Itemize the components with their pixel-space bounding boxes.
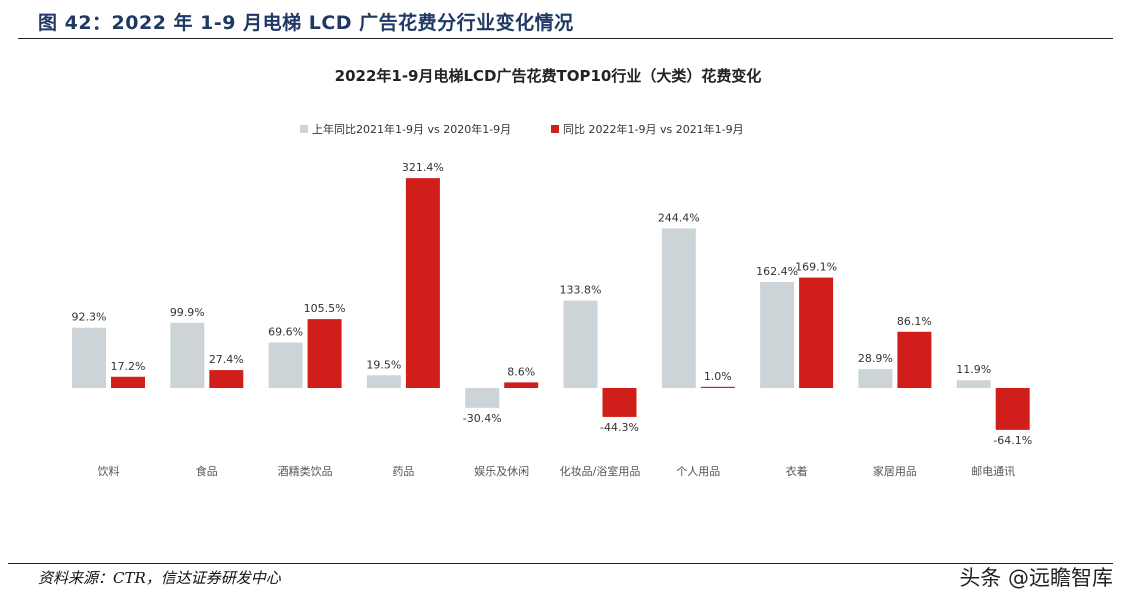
category-label-6: 个人用品 bbox=[676, 465, 720, 478]
bar-chart: 2022年1-9月电梯LCD广告花费TOP10行业（大类）花费变化 上年同比20… bbox=[72, 67, 1033, 478]
data-label-prev-year-6: 244.4% bbox=[658, 211, 700, 224]
data-label-prev-year-0: 92.3% bbox=[72, 311, 107, 324]
legend-swatch-prev-year bbox=[300, 125, 308, 133]
bar-prev-year-4 bbox=[465, 388, 500, 408]
bar-prev-year-1 bbox=[170, 322, 205, 388]
data-labels-group: 92.3% 17.2% 99.9% 27.4% 69.6%105.5% 19.5% 321.… bbox=[72, 161, 1033, 447]
data-label-this-year-2: 105.5% bbox=[304, 302, 346, 315]
bar-prev-year-0 bbox=[72, 327, 106, 388]
category-label-0: 饮料 bbox=[98, 464, 120, 478]
bar-this-year-2 bbox=[307, 319, 342, 388]
data-label-prev-year-1: 99.9% bbox=[170, 306, 205, 319]
data-label-prev-year-4: -30.4% bbox=[463, 412, 502, 425]
bar-this-year-4 bbox=[504, 382, 539, 388]
data-label-prev-year-3: 19.5% bbox=[366, 358, 401, 371]
data-label-prev-year-2: 69.6% bbox=[268, 326, 303, 339]
category-labels-group: 饮料 食品 酒精类饮品 药品 娱乐及休闲 化妆品/浴室用品 个人用品 衣着 家居用品 邮电通讯 bbox=[98, 464, 1016, 478]
bar-this-year-8 bbox=[897, 331, 932, 388]
bar-prev-year-9 bbox=[956, 380, 991, 388]
bar-this-year-6 bbox=[700, 386, 735, 388]
data-label-this-year-5: -44.3% bbox=[600, 421, 639, 434]
source-note: 资料来源：CTR，信达证券研发中心 bbox=[38, 569, 281, 587]
bar-this-year-1 bbox=[209, 370, 244, 388]
data-label-prev-year-9: 11.9% bbox=[956, 363, 991, 376]
category-label-8: 家居用品 bbox=[873, 464, 917, 478]
bar-this-year-9 bbox=[995, 388, 1030, 430]
bar-prev-year-5 bbox=[563, 300, 598, 388]
data-label-this-year-9: -64.1% bbox=[993, 434, 1032, 447]
category-label-5: 化妆品/浴室用品 bbox=[560, 464, 641, 478]
legend-swatch-this-year bbox=[551, 125, 559, 133]
bar-this-year-0 bbox=[111, 376, 145, 388]
bar-this-year-7 bbox=[799, 277, 834, 388]
category-label-1: 食品 bbox=[196, 464, 218, 478]
bar-prev-year-3 bbox=[366, 375, 401, 388]
bar-this-year-3 bbox=[405, 178, 440, 388]
category-label-7: 衣着 bbox=[786, 464, 808, 478]
bottom-divider bbox=[8, 563, 1113, 564]
data-label-this-year-7: 169.1% bbox=[795, 261, 837, 274]
bar-this-year-5 bbox=[602, 388, 637, 417]
bar-prev-year-6 bbox=[661, 228, 696, 388]
data-label-prev-year-8: 28.9% bbox=[858, 352, 893, 365]
category-label-2: 酒精类饮品 bbox=[278, 464, 333, 478]
figure-title: 图 42：2022 年 1-9 月电梯 LCD 广告花费分行业变化情况 bbox=[38, 12, 574, 34]
bars-group bbox=[72, 178, 1030, 430]
data-label-this-year-4: 8.6% bbox=[507, 365, 535, 378]
data-label-this-year-8: 86.1% bbox=[897, 315, 932, 328]
chart-title: 2022年1-9月电梯LCD广告花费TOP10行业（大类）花费变化 bbox=[335, 67, 762, 85]
data-label-this-year-6: 1.0% bbox=[704, 370, 732, 383]
bar-prev-year-2 bbox=[268, 342, 303, 388]
bar-prev-year-7 bbox=[760, 281, 795, 388]
data-label-this-year-0: 17.2% bbox=[111, 360, 146, 373]
data-label-this-year-1: 27.4% bbox=[209, 353, 244, 366]
category-label-9: 邮电通讯 bbox=[971, 465, 1015, 478]
watermark: 头条 @远瞻智库 bbox=[959, 566, 1113, 590]
category-label-4: 娱乐及休闲 bbox=[474, 464, 529, 478]
data-label-prev-year-7: 162.4% bbox=[756, 265, 798, 278]
legend-label-prev-year: 上年同比2021年1-9月 vs 2020年1-9月 bbox=[312, 122, 511, 136]
bar-prev-year-8 bbox=[858, 369, 893, 388]
data-label-this-year-3: 321.4% bbox=[402, 161, 444, 174]
category-label-3: 药品 bbox=[392, 465, 414, 478]
data-label-prev-year-5: 133.8% bbox=[560, 284, 602, 297]
legend-label-this-year: 同比 2022年1-9月 vs 2021年1-9月 bbox=[563, 122, 744, 136]
top-divider bbox=[18, 38, 1113, 39]
legend: 上年同比2021年1-9月 vs 2020年1-9月 同比 2022年1-9月 … bbox=[300, 122, 744, 136]
